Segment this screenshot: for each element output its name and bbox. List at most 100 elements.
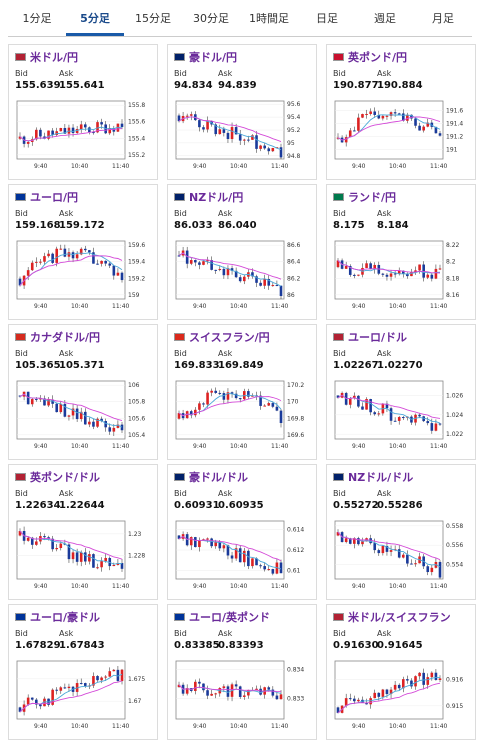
pair-card[interactable]: NZドル/ドル Bid Ask 0.552720.55286 0.558 0.556 0.5…	[326, 464, 476, 600]
candle	[389, 273, 393, 277]
tab-7[interactable]: 月足	[432, 12, 454, 25]
pair-card[interactable]: 米ドル/スイスフラン Bid Ask 0.916300.91645 0.916 0.915…	[326, 604, 476, 740]
pair-card[interactable]: カナダドル/円 Bid Ask 105.365105.371 106 105.8 105.6…	[8, 324, 158, 460]
candle	[271, 569, 275, 574]
bid-label: Bid	[174, 489, 187, 498]
candle	[47, 399, 50, 406]
pair-name[interactable]: ランド/円	[348, 191, 397, 204]
pair-title[interactable]: ユーロ/ドル	[333, 329, 407, 345]
pair-card[interactable]: 豪ドル/ドル Bid Ask 0.609310.60935 0.614 0.612 0.61…	[167, 464, 317, 600]
candle	[426, 122, 430, 127]
bid-ask-values: 0.552720.55286	[333, 500, 423, 511]
pair-title[interactable]: 米ドル/スイスフラン	[333, 609, 451, 625]
x-tick-label: 11:40	[271, 443, 288, 450]
x-tick-label: 9:40	[34, 443, 48, 450]
candle	[414, 118, 417, 126]
candle	[79, 683, 83, 685]
pair-title[interactable]: ユーロ/英ポンド	[174, 609, 270, 625]
pair-card[interactable]: ユーロ/豪ドル Bid Ask 1.678291.67843 1.675 1.67 9:40…	[8, 604, 158, 740]
candle	[112, 669, 116, 672]
y-tick-label: 1.024	[446, 412, 463, 419]
pair-title[interactable]: ユーロ/円	[15, 189, 78, 205]
pair-name[interactable]: カナダドル/円	[30, 331, 101, 344]
pair-title[interactable]: 英ポンド/円	[333, 49, 407, 65]
bid-label: Bid	[333, 489, 346, 498]
candle	[247, 391, 250, 397]
pair-title[interactable]: NZドル/ドル	[333, 469, 413, 485]
pair-card[interactable]: 米ドル/円 Bid Ask 155.639155.641 155.8 155.6 155.4…	[8, 44, 158, 180]
pair-title[interactable]: 豪ドル/円	[174, 49, 237, 65]
pair-title[interactable]: カナダドル/円	[15, 329, 100, 345]
pair-card[interactable]: ユーロ/ドル Bid Ask 1.022671.02270 1.026 1.024 1.02…	[326, 324, 476, 460]
bid-ask-values: 155.639155.641	[15, 80, 105, 91]
x-tick-label: 11:40	[112, 443, 129, 450]
candle	[26, 537, 30, 541]
pair-name[interactable]: スイスフラン/円	[189, 331, 270, 344]
pair-title[interactable]: 英ポンド/ドル	[15, 469, 100, 485]
y-tick-label: 0.833	[287, 696, 304, 703]
candle	[344, 137, 348, 143]
candle	[63, 128, 67, 134]
candle	[369, 399, 372, 413]
moving-average-line	[19, 255, 123, 286]
y-tick-label: 105.8	[128, 399, 145, 406]
pair-title[interactable]: ユーロ/豪ドル	[15, 609, 100, 625]
pair-name[interactable]: ユーロ/円	[30, 191, 79, 204]
candle	[18, 395, 22, 397]
pair-card[interactable]: スイスフラン/円 Bid Ask 169.833169.849 170.2 170 169.…	[167, 324, 317, 460]
pair-card[interactable]: 英ポンド/円 Bid Ask 190.877190.884 191.6 191.4 191.…	[326, 44, 476, 180]
x-tick-label: 11:40	[430, 723, 447, 730]
ask-value: 0.55286	[377, 500, 423, 511]
y-tick-label: 191	[446, 146, 458, 153]
x-tick-label: 9:40	[34, 723, 48, 730]
x-tick-label: 10:40	[230, 583, 247, 590]
candle	[194, 537, 197, 548]
tab-2[interactable]: 15分足	[135, 12, 171, 25]
pair-title[interactable]: スイスフラン/円	[174, 329, 270, 345]
pair-card[interactable]: 豪ドル/円 Bid Ask 94.834 94.839 95.6 95.4 95.2 95 94.…	[167, 44, 317, 180]
candle	[88, 250, 91, 253]
tab-5[interactable]: 日足	[316, 12, 338, 25]
x-tick-label: 10:40	[389, 163, 406, 170]
pair-card[interactable]: ユーロ/円 Bid Ask 159.168159.172 159.6 159.4 159.2…	[8, 184, 158, 320]
candle	[255, 135, 258, 149]
pair-name[interactable]: 豪ドル/円	[189, 51, 238, 64]
tab-6[interactable]: 週足	[374, 12, 396, 25]
candle	[410, 272, 413, 277]
candle	[414, 676, 417, 687]
candle	[100, 561, 103, 568]
pair-card[interactable]: ユーロ/英ポンド Bid Ask 0.833850.83393 0.834 0.833 9:…	[167, 604, 317, 740]
candle	[430, 423, 434, 431]
pair-title[interactable]: 豪ドル/ドル	[174, 469, 248, 485]
price-chart: 191.6 191.4 191.2 191 9:40 10:40 11:40	[334, 100, 463, 170]
y-tick-label: 86.2	[287, 275, 301, 282]
pair-name[interactable]: 豪ドル/ドル	[189, 471, 249, 484]
price-chart: 95.6 95.4 95.2 95 94.8 9:40 10:40 11:40	[175, 100, 301, 170]
tab-0[interactable]: 1分足	[22, 12, 52, 25]
pair-name[interactable]: ユーロ/ドル	[348, 331, 408, 344]
tab-3[interactable]: 30分足	[193, 12, 229, 25]
pair-title[interactable]: NZドル/円	[174, 189, 243, 205]
pair-name[interactable]: 英ポンド/ドル	[30, 471, 101, 484]
pair-name[interactable]: ユーロ/英ポンド	[189, 611, 271, 624]
pair-name[interactable]: ユーロ/豪ドル	[30, 611, 101, 624]
candle	[242, 276, 246, 282]
pair-name[interactable]: 米ドル/円	[30, 51, 79, 64]
tab-1[interactable]: 5分足	[66, 6, 124, 36]
pair-name[interactable]: NZドル/ドル	[348, 471, 414, 484]
pair-name[interactable]: NZドル/円	[189, 191, 244, 204]
pair-name[interactable]: 米ドル/スイスフラン	[348, 611, 451, 624]
candle	[373, 543, 377, 551]
flag-icon	[333, 53, 344, 61]
tab-4[interactable]: 1時間足	[249, 12, 289, 25]
y-tick-label: 0.61	[287, 568, 301, 575]
pair-card[interactable]: NZドル/円 Bid Ask 86.033 86.040 86.6 86.4 86.2 86 9:…	[167, 184, 317, 320]
pair-card[interactable]: ランド/円 Bid Ask 8.175 8.184 8.22 8.2 8.18 8.16 9:40…	[326, 184, 476, 320]
pair-title[interactable]: ランド/円	[333, 189, 396, 205]
pair-name[interactable]: 英ポンド/円	[348, 51, 408, 64]
candle	[120, 424, 124, 431]
pair-title[interactable]: 米ドル/円	[15, 49, 78, 65]
pair-card[interactable]: 英ポンド/ドル Bid Ask 1.226341.22644 1.23 1.228 9:40…	[8, 464, 158, 600]
chart-frame	[16, 520, 126, 580]
candle	[226, 268, 230, 276]
